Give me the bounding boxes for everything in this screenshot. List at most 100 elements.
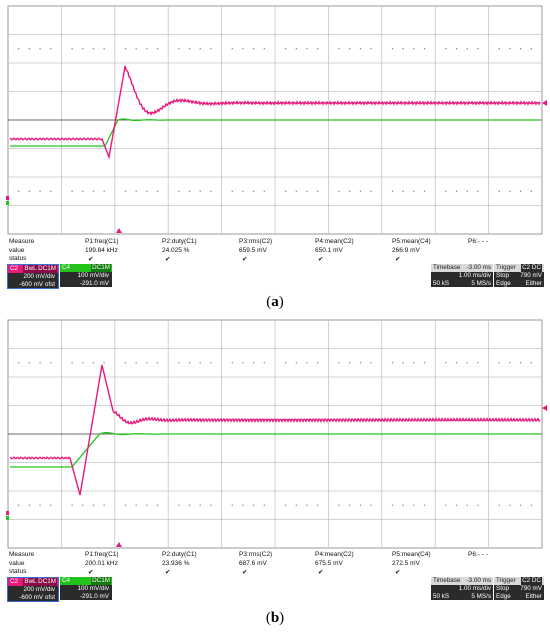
grid-dot xyxy=(509,48,511,50)
timebase-rate: 5 MS/s xyxy=(471,592,491,600)
grid-dot xyxy=(413,362,415,364)
grid-dot xyxy=(391,504,394,506)
grid-dot xyxy=(188,190,191,192)
grid-dot xyxy=(359,190,362,192)
p5-name[interactable]: P5:mean(C4) xyxy=(392,551,431,558)
p4-name[interactable]: P4:mean(C2) xyxy=(315,238,354,245)
scope-screen-b xyxy=(6,319,547,549)
grid-dot xyxy=(530,190,533,192)
channel-c2-descriptor[interactable]: C2 BwL DC1M 200 mV/div -600 mV ofst xyxy=(7,264,59,289)
trigger-position-marker[interactable] xyxy=(116,542,122,547)
grid-dot xyxy=(317,504,319,506)
grid-dot xyxy=(71,362,73,364)
timebase-rate: 5 MS/s xyxy=(471,279,491,287)
trigger-descriptor[interactable]: Trigger C2 DC Stop 790 mV Edge Either xyxy=(494,577,544,600)
grid-dot xyxy=(28,504,31,506)
grid-dot xyxy=(103,48,105,50)
grid-dot xyxy=(370,190,372,192)
p5-status-check: ✔ xyxy=(395,569,401,576)
status-label: status xyxy=(9,568,27,575)
trigger-level-marker[interactable] xyxy=(542,405,547,411)
c2-offset: -600 mV ofst xyxy=(19,593,55,601)
c2-mode-badge: BwL DC1M xyxy=(23,578,57,586)
c4-tag: C4 xyxy=(62,577,71,584)
status-label: status xyxy=(9,255,27,262)
p3-name[interactable]: P3:rms(C2) xyxy=(239,551,273,558)
grid-dot xyxy=(445,504,447,506)
p6-name[interactable]: P6:- - - xyxy=(468,551,488,558)
channel-c2-descriptor[interactable]: C2 BwL DC1M 200 mV/div -600 mV ofst xyxy=(7,577,59,602)
grid-dot xyxy=(402,48,404,50)
grid-dot xyxy=(445,190,447,192)
grid-dot xyxy=(519,362,522,364)
grid-dot xyxy=(28,48,31,50)
grid-dot xyxy=(498,48,500,50)
grid-dot xyxy=(530,504,533,506)
p1-status-check: ✔ xyxy=(88,256,94,263)
timebase-per-div: 1.00 ms/div xyxy=(458,585,491,592)
c4-scale: 100 mV/div xyxy=(77,585,110,592)
timebase-descriptor[interactable]: Timebase -3.00 ms 1.00 ms/div 50 kS 5 MS/… xyxy=(431,264,493,287)
trigger-position-marker[interactable] xyxy=(116,228,122,233)
p5-name[interactable]: P5:mean(C4) xyxy=(392,238,431,245)
grid-dot xyxy=(242,190,244,192)
grid-dot xyxy=(135,190,137,192)
value-label: value xyxy=(9,247,25,254)
trigger-descriptor[interactable]: Trigger C2 DC Stop 790 mV Edge Either xyxy=(494,264,544,287)
grid-dot xyxy=(50,504,52,506)
grid-dot xyxy=(306,190,308,192)
p3-name[interactable]: P3:rms(C2) xyxy=(239,238,273,245)
c4-tag: C4 xyxy=(62,264,71,271)
p1-name[interactable]: P1:freq(C1) xyxy=(85,551,119,558)
scope-screen-a xyxy=(6,5,547,235)
grid-dot xyxy=(317,362,319,364)
channel-c4-descriptor[interactable]: C4 DC1M 100 mV/div -291.0 mV xyxy=(60,264,112,287)
c2-scale: 200 mV/div xyxy=(23,586,56,593)
channel-ground-markers xyxy=(6,196,9,205)
grid-dot xyxy=(466,48,468,50)
trigger-label: Trigger xyxy=(496,264,516,271)
grid-dot xyxy=(338,362,340,364)
grid-dot xyxy=(210,504,212,506)
grid-dot xyxy=(124,190,127,192)
p3-value: 687.6 mV xyxy=(239,560,267,567)
p4-name[interactable]: P4:mean(C2) xyxy=(315,551,354,558)
p5-status-check: ✔ xyxy=(395,256,401,263)
grid-dot xyxy=(178,190,180,192)
grid-dot xyxy=(178,362,180,364)
grid-dot xyxy=(263,48,266,50)
grid-dot xyxy=(17,504,20,506)
p6-name[interactable]: P6:- - - xyxy=(468,238,488,245)
grid-dot xyxy=(17,48,20,50)
caption-a: (a) xyxy=(266,294,284,310)
value-label: value xyxy=(9,560,25,567)
p2-value: 24.025 % xyxy=(162,247,190,254)
p1-name[interactable]: P1:freq(C1) xyxy=(85,238,119,245)
timebase-samples: 50 kS xyxy=(433,592,450,600)
c4-mode-badge: DC1M xyxy=(91,264,111,272)
p2-name[interactable]: P2:duty(C1) xyxy=(162,238,197,245)
grid-dot xyxy=(477,48,479,50)
timebase-label: Timebase xyxy=(433,577,461,584)
grid-dot xyxy=(519,48,522,50)
p2-name[interactable]: P2:duty(C1) xyxy=(162,551,197,558)
grid-dot xyxy=(146,504,148,506)
grid-dot xyxy=(263,504,266,506)
grid-dot xyxy=(199,504,201,506)
grid-dot xyxy=(423,504,426,506)
grid-dot xyxy=(284,504,287,506)
grid-dot xyxy=(28,362,31,364)
c2-mode-badge: BwL DC1M xyxy=(23,265,57,273)
grid-dot xyxy=(509,190,511,192)
grid-dot xyxy=(477,362,479,364)
grid-dot xyxy=(156,48,159,50)
grid-dot xyxy=(402,504,404,506)
grid-dot xyxy=(455,362,458,364)
timebase-descriptor[interactable]: Timebase -3.00 ms 1.00 ms/div 50 kS 5 MS/… xyxy=(431,577,493,600)
channel-c4-descriptor[interactable]: C4 DC1M 100 mV/div -291.0 mV xyxy=(60,577,112,600)
grid-dot xyxy=(210,362,212,364)
p5-value: 266.9 mV xyxy=(392,247,420,254)
caption-letter: b xyxy=(270,610,280,626)
grid-dot xyxy=(498,362,500,364)
trigger-level-marker[interactable] xyxy=(542,100,547,106)
